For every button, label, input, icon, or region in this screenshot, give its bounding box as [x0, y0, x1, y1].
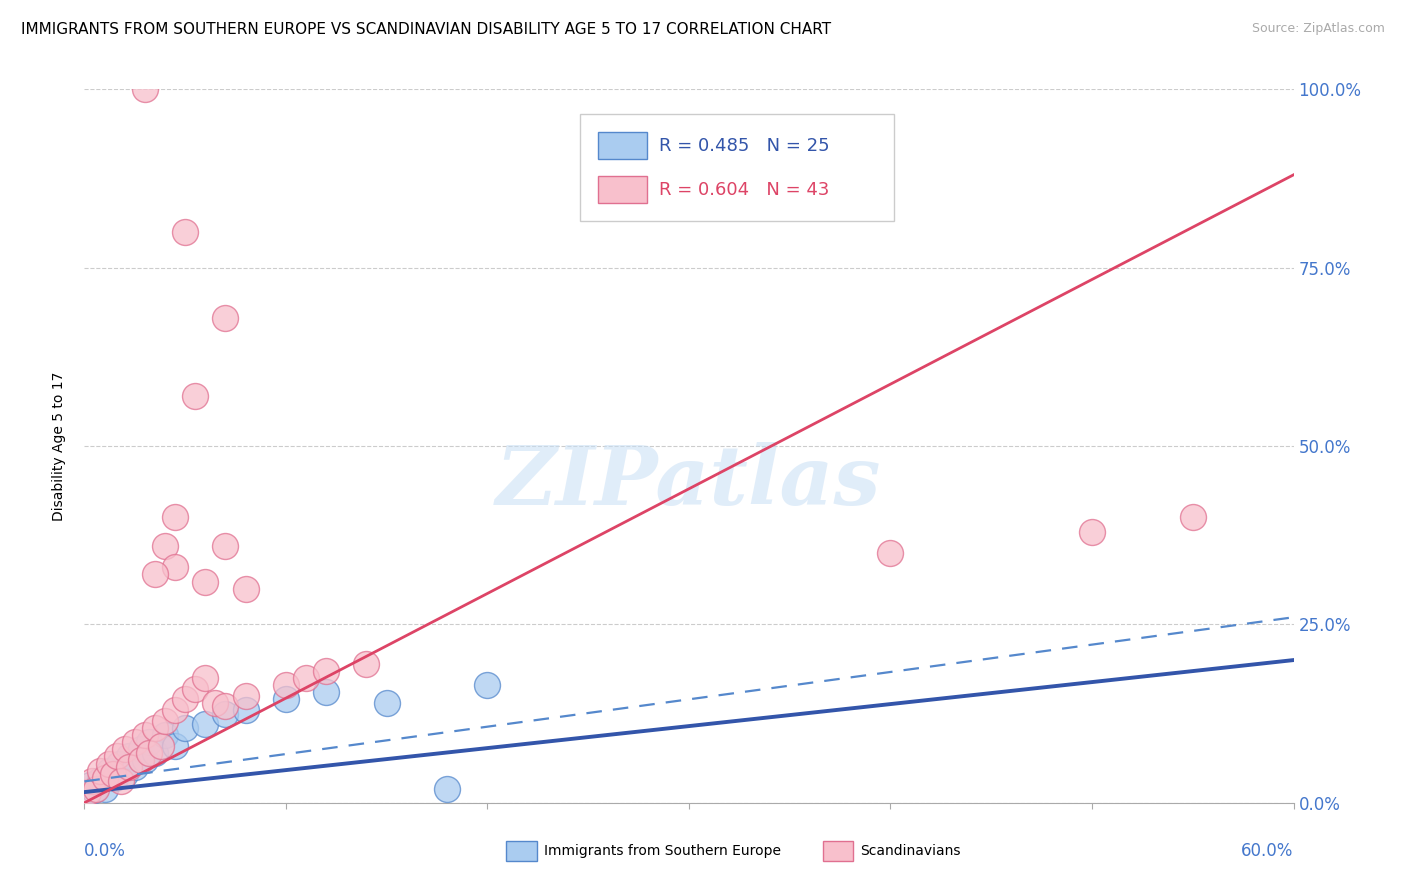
Point — [165, 703, 187, 717]
Point — [315, 685, 337, 699]
Text: R = 0.604   N = 43: R = 0.604 N = 43 — [659, 181, 830, 199]
Point — [174, 692, 197, 706]
Point — [153, 539, 176, 553]
Point — [93, 781, 115, 796]
Point — [214, 699, 236, 714]
Point — [235, 689, 257, 703]
Point — [356, 657, 378, 671]
Point — [124, 760, 146, 774]
Point — [153, 714, 176, 728]
Text: 0.0%: 0.0% — [84, 842, 127, 860]
Text: 60.0%: 60.0% — [1241, 842, 1294, 860]
Point — [82, 774, 104, 789]
Point — [129, 742, 152, 756]
Point — [118, 749, 141, 764]
Point — [165, 739, 187, 753]
Point — [214, 310, 236, 325]
Text: IMMIGRANTS FROM SOUTHERN EUROPE VS SCANDINAVIAN DISABILITY AGE 5 TO 17 CORRELATI: IMMIGRANTS FROM SOUTHERN EUROPE VS SCAND… — [21, 22, 831, 37]
Point — [79, 778, 101, 792]
Point — [375, 696, 398, 710]
Point — [184, 389, 207, 403]
Y-axis label: Disability Age 5 to 17: Disability Age 5 to 17 — [52, 371, 66, 521]
Point — [1081, 524, 1104, 539]
Point — [134, 753, 156, 767]
Point — [134, 82, 156, 96]
Point — [235, 582, 257, 596]
FancyBboxPatch shape — [599, 177, 647, 203]
Point — [143, 746, 166, 760]
Point — [214, 706, 236, 721]
Point — [274, 678, 297, 692]
Point — [143, 721, 166, 735]
Point — [83, 783, 105, 797]
Point — [1181, 510, 1204, 524]
Point — [194, 671, 217, 685]
Point — [77, 785, 100, 799]
Point — [107, 756, 129, 771]
Point — [138, 746, 160, 760]
Point — [89, 764, 111, 778]
Point — [134, 728, 156, 742]
Point — [274, 692, 297, 706]
Point — [143, 567, 166, 582]
Text: ZIPatlas: ZIPatlas — [496, 442, 882, 522]
Point — [165, 510, 187, 524]
Point — [204, 696, 226, 710]
Point — [194, 717, 217, 731]
Text: Scandinavians: Scandinavians — [860, 844, 960, 858]
Point — [104, 771, 127, 785]
Point — [477, 678, 499, 692]
Point — [184, 681, 207, 696]
FancyBboxPatch shape — [581, 114, 894, 221]
Point — [436, 781, 458, 796]
Point — [101, 767, 124, 781]
Text: R = 0.485   N = 25: R = 0.485 N = 25 — [659, 136, 830, 154]
Text: Immigrants from Southern Europe: Immigrants from Southern Europe — [544, 844, 782, 858]
Point — [174, 225, 197, 239]
FancyBboxPatch shape — [599, 132, 647, 159]
Point — [97, 756, 120, 771]
Point — [235, 703, 257, 717]
Point — [174, 721, 197, 735]
Point — [97, 764, 120, 778]
Point — [114, 767, 136, 781]
Point — [149, 739, 172, 753]
Point — [89, 772, 111, 787]
Point — [86, 781, 108, 796]
Point — [124, 735, 146, 749]
Point — [879, 546, 901, 560]
Point — [153, 728, 176, 742]
Point — [315, 664, 337, 678]
Point — [110, 774, 132, 789]
Point — [93, 771, 115, 785]
Point — [129, 753, 152, 767]
Point — [138, 735, 160, 749]
Point — [295, 671, 318, 685]
Point — [194, 574, 217, 589]
Point — [214, 539, 236, 553]
Text: Source: ZipAtlas.com: Source: ZipAtlas.com — [1251, 22, 1385, 36]
Point — [114, 742, 136, 756]
Point — [118, 760, 141, 774]
Point — [105, 749, 128, 764]
Point — [165, 560, 187, 574]
